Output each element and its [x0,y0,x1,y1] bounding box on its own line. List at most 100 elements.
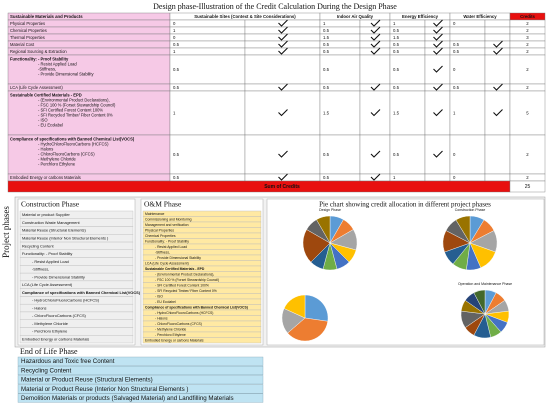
eol-item-box [17,366,264,376]
check-mark [493,83,503,91]
check-mark [278,26,288,34]
check-cell [484,26,511,35]
panel-item: - Methylene Chloride [155,327,186,331]
panel-item: - Halons [32,305,47,310]
panel-item: - FSC 100 % (Forset Stewardship Council) [155,278,219,282]
panel-item: Embodied Energy or carbons Materials [145,338,204,342]
check-mark [433,26,443,34]
credit-cell [509,54,546,85]
cell-value: 1 [393,175,396,180]
check-cell [244,83,321,92]
pie-title: Operation and Maintenance Phase [458,282,512,286]
pie-title: Design Phase [319,208,341,212]
cell-value: 0.5 [323,152,330,157]
check-cell [359,26,391,35]
check-mark [370,47,381,55]
credit-value: 2 [526,28,529,33]
eol-item: Material or Product Reuse (Structural El… [21,377,153,384]
check-cell [244,90,321,136]
check-mark [278,33,288,41]
cell-value: 1 [173,49,176,54]
cell-value: 0.5 [393,85,400,90]
panel-item: - ChloroFluoroCarbons (CFCS) [32,313,87,318]
panel-item: Construction Waste Management [22,220,81,225]
cell-value: 0 [453,152,456,157]
header-label: Sustainable Materials and Products [10,14,83,19]
row-label: - ChloroFluoroCarbons (CFCS) [38,151,95,156]
check-mark [433,109,443,117]
check-mark [370,109,381,117]
panel-item: - Resist Applied Load [32,259,69,264]
panel-item: - ChloroFluoroCarbons (CFCS) [155,322,202,326]
row-label: Chemical Properties [10,28,47,33]
check-cell [484,173,511,182]
credit-value: 2 [526,175,529,180]
panel-item: - Resist Applied Load [155,245,187,249]
value-cell [319,54,361,85]
row-label: - FSC 100 % (Forset Stewardship Council) [38,102,116,107]
pie-slice [455,215,471,244]
check-cell [484,33,511,42]
check-cell [484,134,511,175]
panel-item: Compliance of specifications with Banned… [145,305,248,309]
panel-item: - HydroChloroFluoroCarbons (HCFCS) [155,311,213,315]
header-label: Water Efficiency [463,14,497,19]
check-cell [244,26,321,35]
check-cell [484,54,511,85]
pie-slice [283,294,306,319]
credit-value: 2 [526,152,529,157]
check-mark [493,40,503,48]
panel-item: Material or product Supplier [22,212,70,217]
panel-item: Chemical Properties [145,234,176,238]
check-cell [244,47,321,56]
check-cell [484,19,511,28]
value-cell [449,26,486,35]
cell-value: 0.5 [393,42,400,47]
row-label-cell [7,134,171,175]
panel-item-box [142,337,262,344]
check-mark [493,47,503,55]
row-label: - HydroChloroFluoroCarbons (HCFCS) [38,141,109,146]
check-mark [433,65,443,73]
check-cell [244,134,321,175]
eol-item: Demolition Materials or products (Salvag… [21,395,234,402]
row-label: - SFI Certified Forest Content 100% [38,107,103,112]
panel-item: - Perchloro Ethylene [155,333,186,337]
row-label: Regional Sourcing & Extraction [10,49,67,54]
cell-value: 0.5 [393,28,400,33]
eol-item: Material or Product Reuse (Interior Non … [21,386,188,393]
check-mark [370,26,381,34]
check-cell [359,33,391,42]
row-label: Physical Properties [10,21,45,26]
check-cell [359,173,391,182]
total-cell [509,180,546,193]
check-cell [424,47,451,56]
header-label: Indoor Air Quality [337,14,374,19]
row-label: LCA (Life Cycle Assessment) [10,85,63,90]
check-cell [424,40,451,49]
value-cell [449,33,486,42]
cell-value: 1 [453,110,456,115]
panel-item: Commissioning and Monitoring [145,217,192,221]
cell-value: 1.5 [323,35,330,40]
cell-value: 1 [173,28,176,33]
check-cell [359,19,391,28]
cell-value: 0.5 [453,49,460,54]
cell-value: 0.5 [173,67,180,72]
row-label-cell [7,54,171,85]
check-mark [433,83,443,91]
panel-item: -Stiffness, [32,267,49,272]
check-cell [359,47,391,56]
side-label: Project phases [1,206,11,258]
cell-value: 0.5 [173,152,180,157]
cell-value: 1.5 [393,110,400,115]
cell-value: 0.5 [173,175,180,180]
check-cell [359,90,391,136]
header-label: Sustainable Sites (Context & Site Consid… [194,14,296,19]
panel-item: -Stiffness, [155,250,170,254]
cell-value: 0.5 [173,85,180,90]
value-cell [389,90,426,136]
row-label: Functionality: - Proof Stability [10,56,69,61]
check-mark [278,19,288,27]
